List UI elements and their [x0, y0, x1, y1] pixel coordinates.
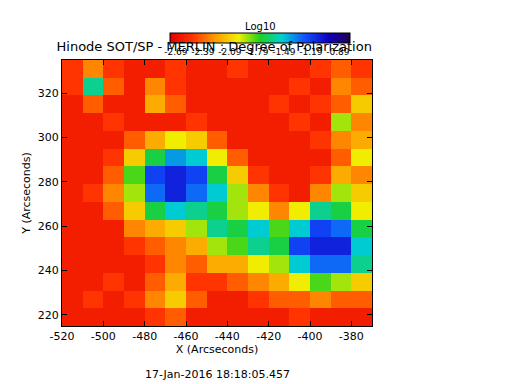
svg-text:X (Arcseconds): X (Arcseconds)	[176, 343, 258, 356]
svg-text:-2.69: -2.69	[164, 47, 188, 57]
svg-text:260: 260	[38, 220, 59, 233]
svg-text:17-Jan-2016 18:18:05.457: 17-Jan-2016 18:18:05.457	[145, 368, 290, 381]
svg-text:-440: -440	[215, 330, 240, 343]
svg-text:320: 320	[38, 87, 59, 100]
svg-text:Log10: Log10	[245, 21, 276, 32]
svg-text:Hinode SOT/SP - MERLIN : Degre: Hinode SOT/SP - MERLIN : Degree of Polar…	[57, 39, 372, 54]
svg-text:-2.39: -2.39	[191, 47, 215, 57]
svg-text:-500: -500	[91, 330, 116, 343]
svg-text:280: 280	[38, 176, 59, 189]
svg-text:-400: -400	[298, 330, 323, 343]
svg-text:300: 300	[38, 131, 59, 144]
svg-text:-1.19: -1.19	[299, 47, 323, 57]
svg-text:220: 220	[38, 309, 59, 322]
svg-text:240: 240	[38, 264, 59, 277]
svg-text:-420: -420	[256, 330, 281, 343]
svg-text:-520: -520	[50, 330, 75, 343]
svg-text:Y (Arcseconds): Y (Arcseconds)	[20, 152, 33, 235]
svg-text:-460: -460	[174, 330, 199, 343]
svg-text:-0.89: -0.89	[326, 47, 350, 57]
svg-text:-1.49: -1.49	[272, 47, 296, 57]
svg-text:-480: -480	[132, 330, 157, 343]
svg-text:-380: -380	[339, 330, 364, 343]
svg-text:-2.09: -2.09	[218, 47, 242, 57]
svg-text:-1.79: -1.79	[245, 47, 269, 57]
